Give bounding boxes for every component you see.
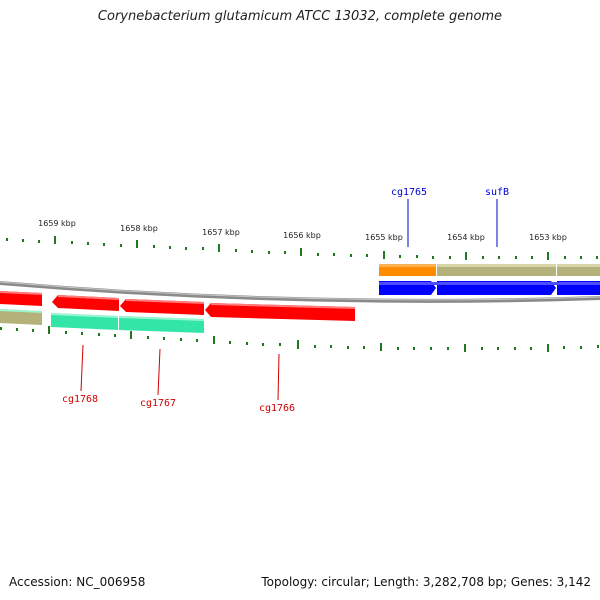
label-cg1767[interactable]: cg1767 — [140, 398, 176, 409]
lower-tick-row — [0, 326, 599, 352]
label-sufB[interactable]: sufB — [485, 187, 509, 198]
leader-cg1766 — [277, 353, 280, 401]
leader-cg1767 — [157, 348, 161, 396]
accession-text: Accession: NC_006958 — [9, 575, 146, 589]
upper-tick-row — [6, 236, 598, 260]
scale-label-1655: 1655 kbp — [365, 233, 403, 242]
map-title: Corynebacterium glutamicum ATCC 13032, c… — [97, 9, 503, 24]
gene-cg1765-highlight — [379, 264, 436, 267]
label-cg1766[interactable]: cg1766 — [259, 403, 295, 414]
label-cg1768[interactable]: cg1768 — [62, 394, 98, 405]
scale-label-1658: 1658 kbp — [120, 224, 158, 233]
scale-label-1654: 1654 kbp — [447, 233, 485, 242]
leader-cg1768 — [80, 344, 84, 392]
gene-olive-2-highlight — [557, 264, 600, 267]
scale-label-1656: 1656 kbp — [283, 231, 321, 240]
blue-highlight — [379, 282, 600, 285]
label-cg1765[interactable]: cg1765 — [391, 187, 427, 198]
genome-backbone — [0, 281, 600, 303]
genome-summary: Topology: circular; Length: 3,282,708 bp… — [261, 575, 591, 589]
red-highlight — [0, 291, 356, 309]
teal-highlight — [0, 309, 205, 321]
gene-red-left[interactable] — [0, 291, 42, 306]
gene-olive-1-highlight — [437, 264, 556, 267]
genome-backbone-highlight — [0, 281, 600, 301]
scale-label-1653: 1653 kbp — [529, 233, 567, 242]
scale-label-1657: 1657 kbp — [202, 228, 240, 237]
scale-label-1659: 1659 kbp — [38, 219, 76, 228]
gene-olive-left[interactable] — [0, 309, 42, 325]
